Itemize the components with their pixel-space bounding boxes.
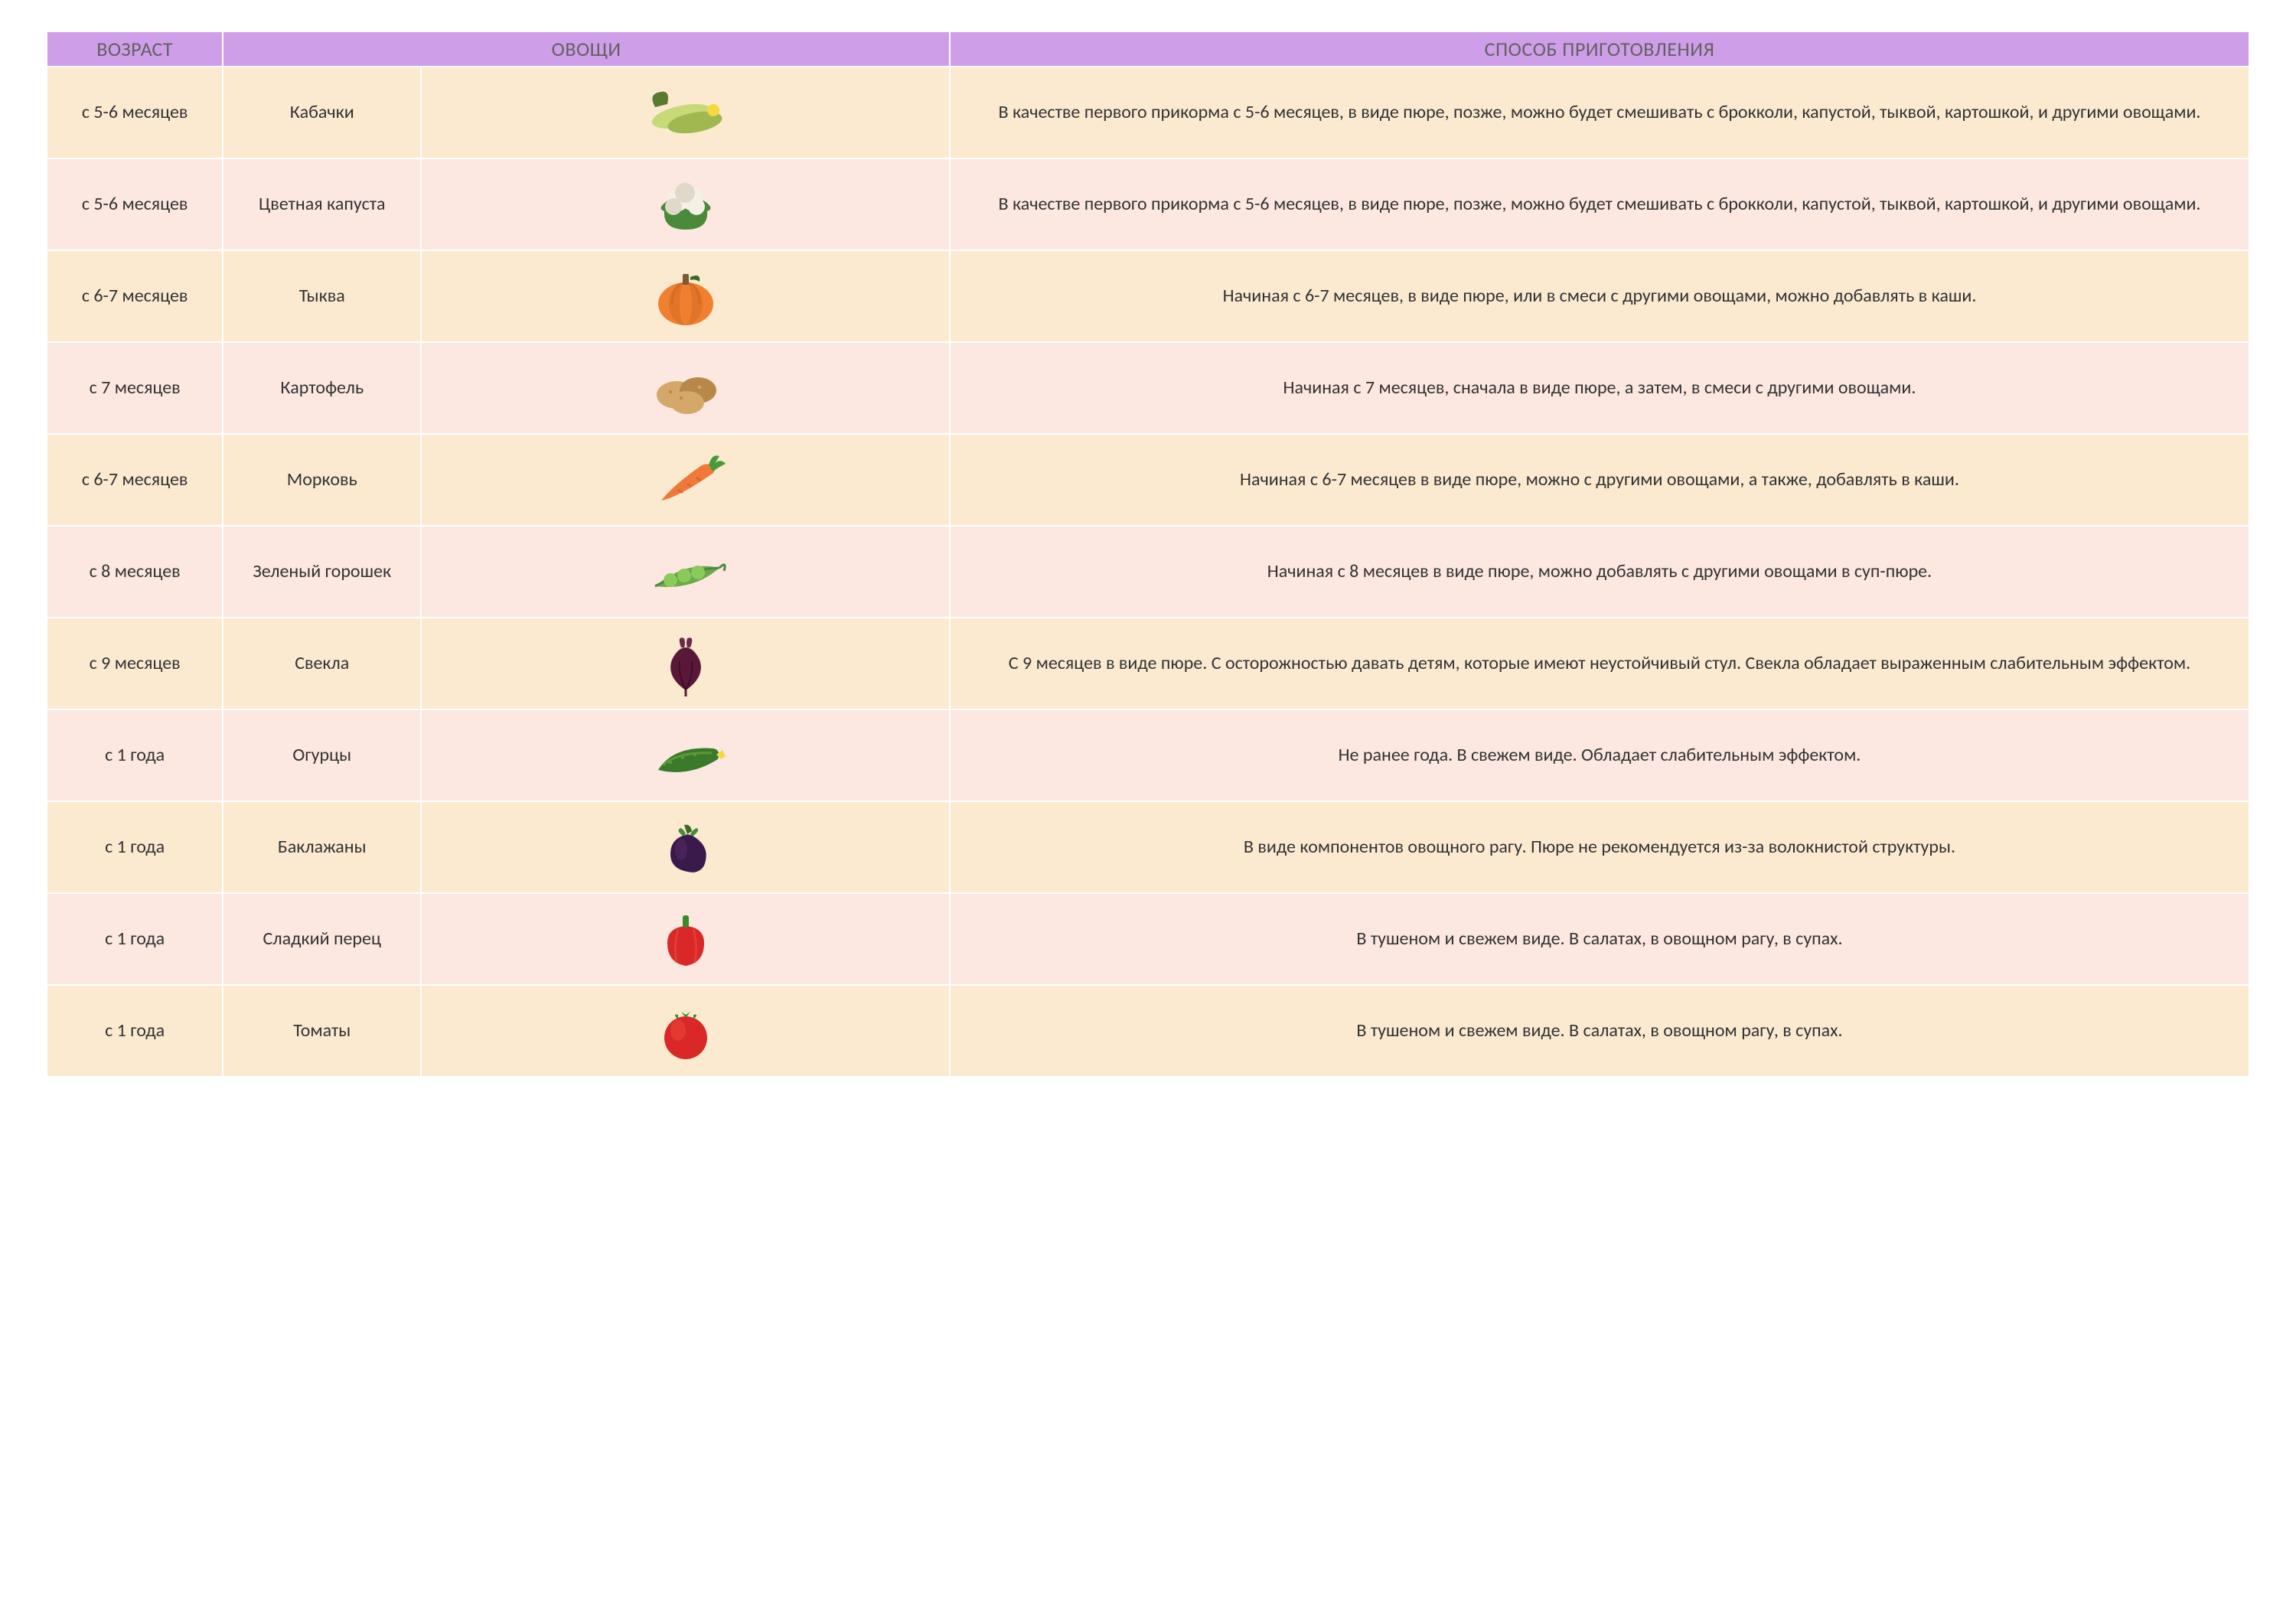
pepper-icon [421,893,950,985]
cell-age: с 6-7 месяцев [47,434,223,526]
cell-preparation: В тушеном и свежем виде. В салатах, в ов… [950,893,2249,985]
potato-icon [421,342,950,434]
cell-name: Картофель [223,342,421,434]
vegetables-table: ВОЗРАСТ ОВОЩИ СПОСОБ ПРИГОТОВЛЕНИЯ с 5-6… [46,31,2250,1078]
cell-preparation: Начиная с 8 месяцев в виде пюре, можно д… [950,526,2249,618]
cell-age: с 1 года [47,985,223,1077]
cell-name: Кабачки [223,67,421,158]
cell-preparation: В качестве первого прикорма с 5-6 месяце… [950,158,2249,250]
cell-age: с 1 года [47,893,223,985]
cell-age: с 6-7 месяцев [47,250,223,342]
cell-age: с 1 года [47,709,223,801]
cell-preparation: В качестве первого прикорма с 5-6 месяце… [950,67,2249,158]
cell-preparation: Начиная с 6-7 месяцев в виде пюре, можно… [950,434,2249,526]
beet-icon [421,618,950,709]
table-row: с 5-6 месяцевКабачки В качестве первого п… [47,67,2249,158]
cell-name: Томаты [223,985,421,1077]
pumpkin-icon [421,250,950,342]
table-row: с 1 годаБаклажаны В виде компонентов овощ… [47,801,2249,893]
table-row: с 5-6 месяцевЦветная капуста В качестве п… [47,158,2249,250]
cauliflower-icon [421,158,950,250]
header-row: ВОЗРАСТ ОВОЩИ СПОСОБ ПРИГОТОВЛЕНИЯ [47,31,2249,67]
cell-name: Сладкий перец [223,893,421,985]
cell-name: Зеленый горошек [223,526,421,618]
cucumber-icon [421,709,950,801]
header-prep: СПОСОБ ПРИГОТОВЛЕНИЯ [950,31,2249,67]
cell-preparation: Не ранее года. В свежем виде. Обладает с… [950,709,2249,801]
cell-preparation: Начиная с 6-7 месяцев, в виде пюре, или … [950,250,2249,342]
zucchini-icon [421,67,950,158]
peas-icon [421,526,950,618]
cell-preparation: В тушеном и свежем виде. В салатах, в ов… [950,985,2249,1077]
table-row: с 6-7 месяцевТыква Начиная с 6-7 месяцев,… [47,250,2249,342]
cell-name: Цветная капуста [223,158,421,250]
table-row: с 7 месяцевКартофель Начиная с 7 месяцев,… [47,342,2249,434]
cell-name: Свекла [223,618,421,709]
table-row: с 1 годаОгурцы Не ранее года. В свежем ви… [47,709,2249,801]
table-row: с 1 годаСладкий перец В тушеном и свежем … [47,893,2249,985]
cell-name: Огурцы [223,709,421,801]
eggplant-icon [421,801,950,893]
table-row: с 6-7 месяцевМорковь Начиная с 6-7 месяце… [47,434,2249,526]
cell-preparation: В виде компонентов овощного рагу. Пюре н… [950,801,2249,893]
cell-age: с 9 месяцев [47,618,223,709]
table-row: с 8 месяцевЗеленый горошек Начиная с 8 ме… [47,526,2249,618]
header-age: ВОЗРАСТ [47,31,223,67]
tomato-icon [421,985,950,1077]
carrot-icon [421,434,950,526]
header-veg: ОВОЩИ [223,31,950,67]
table-row: с 1 годаТоматы В тушеном и свежем виде. В… [47,985,2249,1077]
cell-name: Морковь [223,434,421,526]
cell-preparation: Начиная с 7 месяцев, сначала в виде пюре… [950,342,2249,434]
cell-age: с 5-6 месяцев [47,67,223,158]
cell-age: с 7 месяцев [47,342,223,434]
cell-age: с 1 года [47,801,223,893]
cell-age: с 5-6 месяцев [47,158,223,250]
cell-name: Тыква [223,250,421,342]
table-row: с 9 месяцевСвекла С 9 месяцев в виде пюре… [47,618,2249,709]
cell-preparation: С 9 месяцев в виде пюре. С осторожностью… [950,618,2249,709]
cell-name: Баклажаны [223,801,421,893]
cell-age: с 8 месяцев [47,526,223,618]
